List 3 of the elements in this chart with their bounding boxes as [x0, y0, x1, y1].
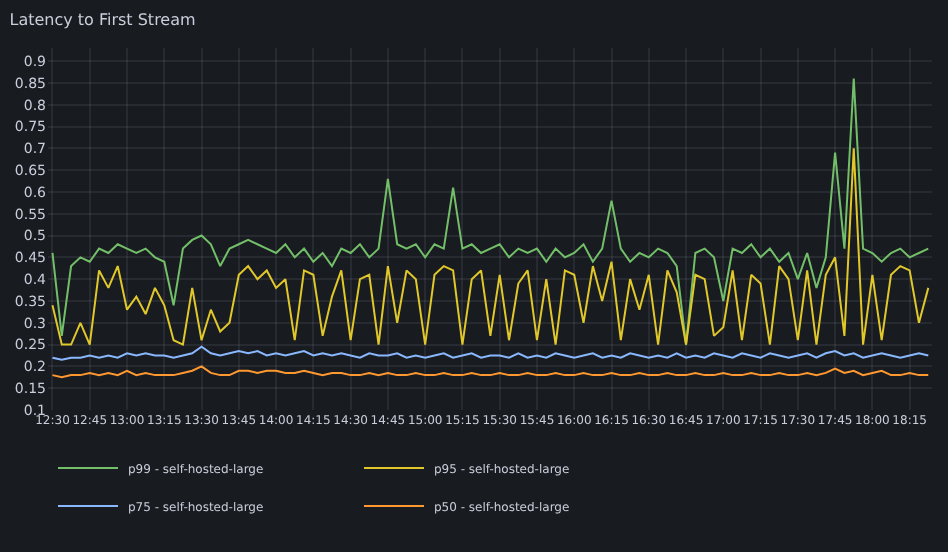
line-series	[51, 147, 930, 346]
chart-title: Latency to First Stream	[9, 11, 197, 29]
line-series	[51, 345, 930, 361]
